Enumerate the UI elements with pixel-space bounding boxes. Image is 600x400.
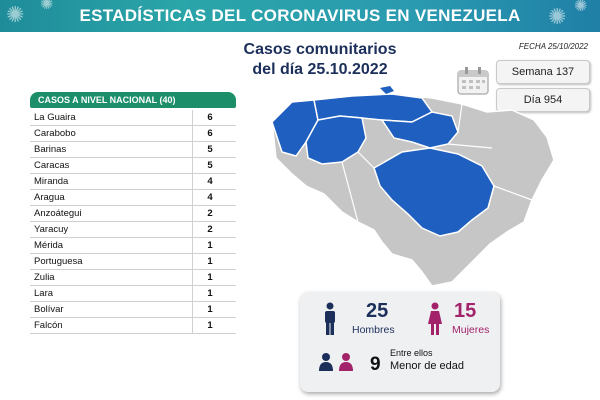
people-icon — [319, 353, 353, 371]
subtitle-line2: del día 25.10.2022 — [252, 61, 388, 78]
table-row: Aragua 4 — [30, 190, 236, 206]
table-header: CASOS A NIVEL NACIONAL (40) — [30, 92, 236, 108]
minors-label: Menor de edad — [390, 360, 464, 372]
case-count: 1 — [207, 240, 213, 251]
table-row: Lara 1 — [30, 286, 236, 302]
case-count: 1 — [207, 304, 213, 315]
case-count: 2 — [207, 224, 213, 235]
table-row: Zulia 1 — [30, 270, 236, 286]
state-name: Portuguesa — [34, 256, 83, 267]
map-highlight-island — [380, 86, 394, 94]
case-count: 6 — [207, 112, 213, 123]
case-count: 1 — [207, 320, 213, 331]
men-count: 25 — [366, 300, 389, 322]
day-badge: Día 954 — [496, 88, 590, 112]
date-label: FECHA 25/10/2022 — [518, 42, 588, 51]
minors-intro: Entre ellos — [390, 348, 433, 358]
table-row: La Guaira 6 — [30, 110, 236, 126]
state-name: Aragua — [34, 192, 65, 203]
cases-table: La Guaira 6 Carabobo 6 Barinas 5 Caracas 5 M… — [30, 110, 236, 334]
calendar-icon — [457, 67, 489, 95]
virus-icon: ✺ — [548, 4, 567, 29]
table-row: Anzoátegui 2 — [30, 206, 236, 222]
case-count: 5 — [207, 160, 213, 171]
state-name: Carabobo — [34, 128, 76, 139]
state-name: Caracas — [34, 160, 70, 171]
table-row: Mérida 1 — [30, 238, 236, 254]
man-icon — [325, 302, 335, 335]
women-label: Mujeres — [452, 324, 490, 336]
case-count: 1 — [207, 288, 213, 299]
table-row: Bolívar 1 — [30, 302, 236, 318]
table-row: Barinas 5 — [30, 142, 236, 158]
women-count: 15 — [454, 300, 477, 322]
case-count: 2 — [207, 208, 213, 219]
case-count: 1 — [207, 256, 213, 267]
map-highlight-plains — [305, 115, 367, 165]
case-count: 5 — [207, 144, 213, 155]
state-name: Miranda — [34, 176, 69, 187]
table-row: Yaracuy 2 — [30, 222, 236, 238]
case-count: 4 — [207, 176, 213, 187]
minors-count: 9 — [370, 354, 381, 375]
virus-icon: ✺ — [574, 0, 588, 15]
state-name: Bolívar — [34, 304, 64, 315]
case-count: 1 — [207, 272, 213, 283]
map-border — [341, 103, 533, 223]
woman-icon — [428, 302, 442, 335]
virus-icon: ✺ — [40, 0, 54, 13]
state-name: Zulia — [34, 272, 55, 283]
state-name: Yaracuy — [34, 224, 69, 235]
table-row: Portuguesa 1 — [30, 254, 236, 270]
subtitle-line1: Casos comunitarios — [243, 41, 397, 58]
state-name: La Guaira — [34, 112, 76, 123]
state-name: Falcón — [34, 320, 63, 331]
case-count: 4 — [207, 192, 213, 203]
demographics-panel: 25 Hombres 15 Mujeres 9 Entre ellos Meno… — [300, 292, 500, 392]
map-highlight-south — [373, 147, 495, 237]
state-name: Lara — [34, 288, 54, 299]
table-row: Miranda 4 — [30, 174, 236, 190]
virus-icon: ✺ — [6, 2, 25, 27]
map-highlight-east — [380, 111, 459, 149]
men-label: Hombres — [352, 324, 395, 336]
state-name: Barinas — [34, 144, 67, 155]
table-row: Carabobo 6 — [30, 126, 236, 142]
table-row: Falcón 1 — [30, 318, 236, 334]
venezuela-map — [271, 86, 555, 287]
state-name: Anzoátegui — [34, 208, 82, 219]
case-count: 6 — [207, 128, 213, 139]
state-name: Mérida — [34, 240, 64, 251]
table-row: Caracas 5 — [30, 158, 236, 174]
page-title: ESTADÍSTICAS DEL CORONAVIRUS EN VENEZUEL… — [79, 6, 521, 25]
week-badge: Semana 137 — [496, 60, 590, 84]
title-banner: ✺ ✺ ✺ ✺ ESTADÍSTICAS DEL CORONAVIRUS EN … — [0, 0, 600, 32]
